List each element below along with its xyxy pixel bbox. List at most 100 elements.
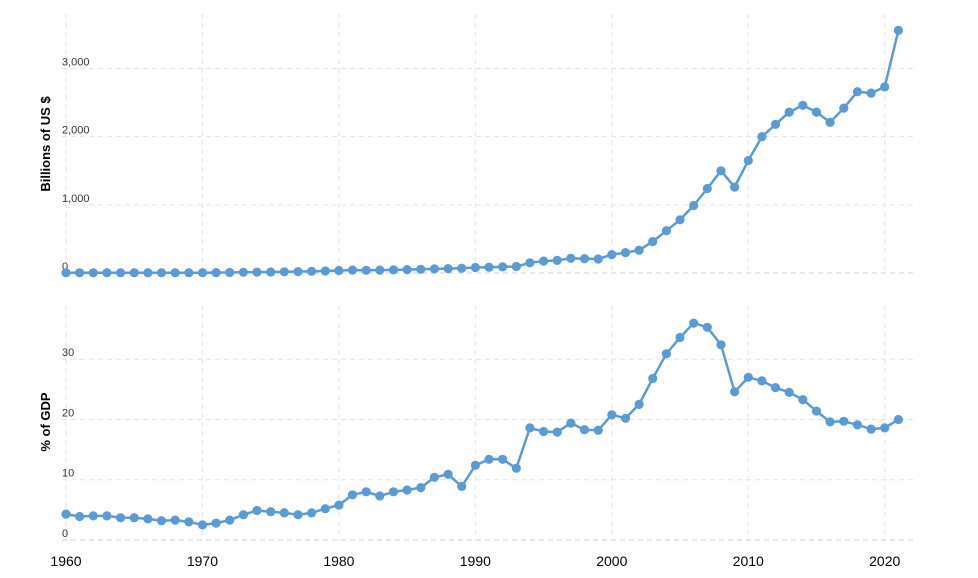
data-point-bottom-1961[interactable] bbox=[75, 511, 85, 522]
data-point-bottom-2000[interactable] bbox=[607, 410, 617, 420]
data-point-top-1971[interactable] bbox=[211, 268, 221, 278]
data-point-top-1989[interactable] bbox=[457, 263, 467, 273]
data-point-top-1977[interactable] bbox=[293, 267, 303, 277]
data-point-bottom-1984[interactable] bbox=[388, 487, 399, 497]
data-point-top-2007[interactable] bbox=[702, 183, 712, 194]
data-point-bottom-1968[interactable] bbox=[170, 515, 180, 525]
data-point-top-2011[interactable] bbox=[757, 132, 767, 142]
data-point-top-1991[interactable] bbox=[484, 262, 494, 272]
data-point-top-1985[interactable] bbox=[402, 265, 412, 275]
data-point-top-2003[interactable] bbox=[648, 237, 658, 247]
data-point-bottom-2018[interactable] bbox=[852, 420, 863, 430]
data-point-bottom-2019[interactable] bbox=[866, 424, 876, 434]
data-point-top-1967[interactable] bbox=[156, 268, 167, 278]
data-point-top-1993[interactable] bbox=[511, 261, 521, 272]
data-point-top-1992[interactable] bbox=[498, 262, 508, 272]
data-point-top-1983[interactable] bbox=[375, 265, 385, 275]
data-point-top-1965[interactable] bbox=[129, 268, 139, 278]
data-point-bottom-2003[interactable] bbox=[648, 373, 658, 384]
data-point-bottom-2009[interactable] bbox=[730, 387, 740, 397]
data-point-bottom-1970[interactable] bbox=[197, 520, 208, 530]
data-point-bottom-1966[interactable] bbox=[143, 514, 153, 524]
data-point-top-2000[interactable] bbox=[607, 250, 617, 260]
data-point-bottom-2014[interactable] bbox=[798, 395, 808, 405]
data-point-top-2014[interactable] bbox=[798, 100, 808, 110]
data-point-bottom-1992[interactable] bbox=[498, 454, 508, 464]
data-point-top-2010[interactable] bbox=[743, 155, 753, 166]
data-point-bottom-1967[interactable] bbox=[156, 516, 167, 526]
data-point-bottom-1983[interactable] bbox=[375, 491, 385, 501]
data-point-bottom-2006[interactable] bbox=[689, 318, 699, 328]
data-point-top-1966[interactable] bbox=[143, 268, 153, 278]
data-point-top-1986[interactable] bbox=[416, 264, 426, 274]
data-point-top-1981[interactable] bbox=[347, 265, 358, 275]
data-point-bottom-2017[interactable] bbox=[839, 416, 849, 426]
data-point-bottom-1981[interactable] bbox=[347, 490, 358, 500]
data-point-top-1994[interactable] bbox=[525, 258, 535, 268]
data-point-top-2005[interactable] bbox=[675, 215, 685, 225]
data-point-top-1996[interactable] bbox=[552, 255, 562, 265]
data-point-bottom-1980[interactable] bbox=[334, 500, 344, 510]
data-point-top-1975[interactable] bbox=[266, 267, 276, 277]
data-point-bottom-1989[interactable] bbox=[457, 481, 467, 491]
data-point-bottom-2013[interactable] bbox=[784, 387, 794, 397]
data-point-top-1964[interactable] bbox=[116, 268, 126, 278]
data-point-bottom-1972[interactable] bbox=[225, 515, 235, 525]
data-point-top-2013[interactable] bbox=[784, 107, 794, 117]
data-point-top-1982[interactable] bbox=[361, 265, 371, 275]
data-point-top-2015[interactable] bbox=[811, 107, 822, 117]
data-point-top-1988[interactable] bbox=[443, 264, 453, 274]
data-point-bottom-1997[interactable] bbox=[566, 418, 576, 428]
data-point-bottom-2008[interactable] bbox=[716, 340, 726, 350]
data-point-bottom-1963[interactable] bbox=[102, 511, 112, 521]
data-point-top-1962[interactable] bbox=[88, 268, 98, 278]
data-point-bottom-2021[interactable] bbox=[893, 414, 904, 425]
data-point-bottom-2007[interactable] bbox=[702, 322, 712, 332]
data-point-top-1974[interactable] bbox=[252, 267, 262, 277]
data-point-top-1987[interactable] bbox=[429, 264, 439, 274]
data-point-bottom-1998[interactable] bbox=[579, 425, 590, 435]
data-point-bottom-1986[interactable] bbox=[416, 483, 426, 493]
data-point-top-2019[interactable] bbox=[866, 88, 876, 98]
data-point-top-1973[interactable] bbox=[238, 267, 248, 277]
data-point-top-1999[interactable] bbox=[593, 254, 603, 264]
data-point-top-1970[interactable] bbox=[197, 268, 208, 278]
data-point-bottom-1995[interactable] bbox=[539, 426, 549, 437]
data-point-top-2018[interactable] bbox=[852, 87, 863, 97]
data-point-top-1976[interactable] bbox=[279, 267, 289, 277]
data-point-bottom-1979[interactable] bbox=[320, 504, 330, 514]
data-point-top-1995[interactable] bbox=[539, 256, 549, 266]
data-point-bottom-2005[interactable] bbox=[675, 332, 685, 343]
data-point-top-2006[interactable] bbox=[689, 200, 699, 211]
data-point-top-2009[interactable] bbox=[730, 182, 740, 192]
data-point-bottom-1977[interactable] bbox=[293, 510, 303, 520]
data-point-top-1969[interactable] bbox=[184, 268, 194, 278]
data-point-bottom-1985[interactable] bbox=[402, 485, 412, 495]
data-point-bottom-1974[interactable] bbox=[252, 505, 262, 516]
data-point-bottom-1975[interactable] bbox=[266, 507, 276, 517]
data-point-top-2002[interactable] bbox=[634, 245, 644, 255]
data-point-bottom-2001[interactable] bbox=[620, 413, 631, 423]
data-point-bottom-2004[interactable] bbox=[661, 349, 672, 359]
data-point-top-1984[interactable] bbox=[388, 265, 399, 275]
data-point-top-2020[interactable] bbox=[880, 82, 890, 92]
data-point-bottom-1962[interactable] bbox=[88, 511, 98, 521]
data-point-top-2021[interactable] bbox=[893, 25, 904, 35]
data-point-bottom-1978[interactable] bbox=[307, 508, 317, 518]
data-point-bottom-1982[interactable] bbox=[361, 487, 371, 497]
data-point-bottom-1976[interactable] bbox=[279, 508, 289, 518]
data-point-bottom-1964[interactable] bbox=[116, 513, 126, 523]
data-point-bottom-1971[interactable] bbox=[211, 518, 221, 528]
data-point-top-2016[interactable] bbox=[825, 117, 835, 127]
data-point-bottom-1969[interactable] bbox=[184, 517, 194, 527]
data-point-top-1997[interactable] bbox=[566, 253, 576, 263]
data-point-bottom-2020[interactable] bbox=[880, 423, 890, 433]
data-point-bottom-2010[interactable] bbox=[743, 372, 753, 382]
data-point-bottom-1960[interactable] bbox=[61, 509, 71, 519]
data-point-top-2017[interactable] bbox=[839, 103, 849, 113]
data-point-bottom-1991[interactable] bbox=[484, 454, 494, 464]
data-point-top-1960[interactable] bbox=[61, 268, 71, 278]
data-point-bottom-1999[interactable] bbox=[593, 425, 603, 435]
data-point-top-1998[interactable] bbox=[579, 254, 590, 264]
data-point-bottom-2011[interactable] bbox=[757, 376, 767, 386]
